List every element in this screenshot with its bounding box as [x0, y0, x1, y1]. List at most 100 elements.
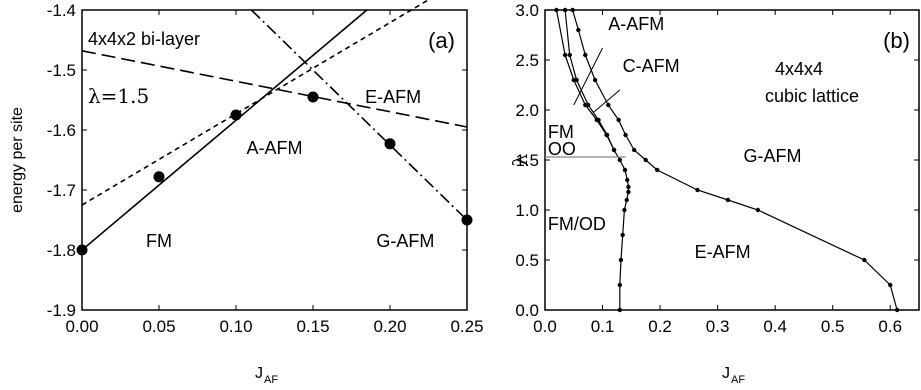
- y-tick-label: -1.5: [47, 61, 76, 80]
- panel-a-x-axis-label: J: [255, 365, 263, 382]
- data-point: [585, 102, 591, 108]
- x-tick-label: 0.20: [373, 317, 406, 336]
- panel-b-x-axis-label: J: [722, 365, 730, 382]
- region-label: OO: [548, 139, 576, 159]
- series-line: [572, 9, 898, 311]
- region-label: G-AFM: [744, 146, 802, 166]
- y-tick-label: 2.0: [515, 101, 539, 120]
- y-tick-label: -1.4: [47, 1, 76, 20]
- x-tick-label: 0.0: [533, 317, 557, 336]
- data-point: [616, 117, 621, 123]
- label-leader-line: [573, 47, 603, 106]
- panel-a-lambda-annotation: λ=1.5: [88, 84, 149, 108]
- data-point: [617, 157, 622, 163]
- panel-b-annotation-title-line1: 4x4x4: [775, 59, 823, 79]
- data-point: [461, 214, 473, 226]
- y-tick-label: -1.6: [47, 121, 76, 140]
- series-line: [555, 9, 630, 310]
- y-tick-label: -1.7: [47, 181, 76, 200]
- series-line: [81, 9, 368, 251]
- x-tick-label: 0.2: [648, 317, 672, 336]
- y-tick-label: 0.0: [515, 301, 539, 320]
- data-point: [617, 307, 622, 313]
- data-point: [695, 187, 700, 193]
- panel-a-label: (a): [428, 28, 455, 53]
- data-point: [643, 157, 648, 163]
- x-tick-label: 0.10: [219, 317, 252, 336]
- data-point: [604, 132, 610, 138]
- data-point: [230, 109, 242, 121]
- data-point: [755, 207, 761, 213]
- data-point: [596, 117, 601, 123]
- label-leader-line: [593, 89, 621, 113]
- panel-a-y-axis-label: energy per site: [9, 107, 26, 213]
- y-tick-label: -1.9: [47, 301, 76, 320]
- y-tick-label: 3.0: [515, 1, 539, 20]
- data-point: [625, 177, 630, 183]
- data-point: [554, 7, 559, 13]
- data-point: [617, 282, 622, 288]
- data-point: [583, 52, 588, 58]
- panel-a-frame: [81, 9, 468, 311]
- x-tick-label: 0.00: [65, 317, 98, 336]
- region-label: E-AFM: [695, 242, 751, 262]
- x-tick-label: 0.4: [763, 317, 787, 336]
- panel-b-annotation-title-line2: cubic lattice: [765, 86, 859, 106]
- region-label: FM: [146, 231, 172, 251]
- data-point: [620, 232, 625, 238]
- data-point: [623, 132, 628, 138]
- x-tick-label: 0.25: [450, 317, 483, 336]
- x-tick-label: 0.5: [821, 317, 845, 336]
- data-point: [576, 27, 581, 33]
- panel-a-annotation-title: 4x4x2 bi-layer: [88, 29, 200, 49]
- panel-a-x-axis-label-subscript: AF: [264, 374, 278, 386]
- data-point: [567, 52, 572, 58]
- series-line: [250, 9, 468, 221]
- x-tick-label: 0.1: [591, 317, 615, 336]
- x-tick-label: 0.3: [706, 317, 730, 336]
- x-tick-label: 0.6: [878, 317, 902, 336]
- region-label: FM: [548, 122, 574, 142]
- data-point: [624, 197, 629, 203]
- data-point: [622, 167, 628, 173]
- series-line: [81, 0, 430, 206]
- region-label: A-AFM: [247, 138, 303, 158]
- data-point: [307, 91, 319, 103]
- y-tick-label: -1.8: [47, 241, 76, 260]
- panel-b-y-axis-label: λ: [508, 153, 532, 166]
- data-point: [562, 7, 568, 13]
- panel-b-label: (b): [883, 28, 910, 53]
- data-point: [570, 7, 575, 13]
- data-point: [655, 167, 660, 173]
- data-point: [606, 102, 611, 108]
- panel-a: 0.00 0.05 0.10 0.15 0.20 0.25 -1.9 -1.8 -1.7 -1.6…: [9, 0, 484, 386]
- data-point: [888, 282, 893, 288]
- data-point: [626, 189, 631, 195]
- y-tick-label: 1.5: [515, 151, 539, 170]
- data-point: [562, 52, 568, 58]
- data-point: [622, 207, 627, 213]
- panel-b-frame: [544, 9, 920, 311]
- y-tick-label: 1.0: [515, 201, 539, 220]
- data-point: [153, 171, 165, 183]
- y-tick-label: 0.5: [515, 251, 539, 270]
- region-label: C-AFM: [623, 56, 680, 76]
- data-point: [894, 307, 900, 313]
- data-point: [611, 147, 617, 153]
- y-tick-label: 2.5: [515, 51, 539, 70]
- data-point: [725, 197, 731, 203]
- region-label: G-AFM: [376, 231, 434, 251]
- data-point: [862, 257, 867, 263]
- data-point: [76, 244, 88, 256]
- data-point: [618, 257, 624, 263]
- region-label: E-AFM: [365, 87, 421, 107]
- region-label: FM/OD: [548, 214, 606, 234]
- data-point: [592, 77, 598, 83]
- data-point: [626, 184, 631, 190]
- data-point: [384, 138, 396, 150]
- panel-b: 0.0 0.1 0.2 0.3 0.4 0.5 0.6 0.0 0.5 1.0 1.5 2.0 2.5 3…: [508, 1, 920, 386]
- data-point: [631, 147, 637, 153]
- panel-b-x-axis-label-subscript: AF: [731, 374, 745, 386]
- data-point: [574, 77, 579, 83]
